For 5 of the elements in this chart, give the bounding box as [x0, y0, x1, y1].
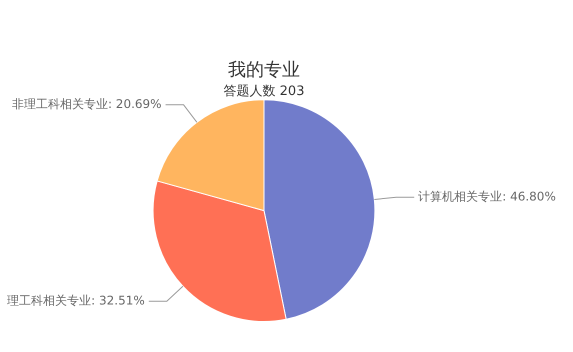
slice-label: 理工科相关专业: 32.51%	[7, 293, 145, 308]
slice-label: 计算机相关专业: 46.80%	[418, 189, 556, 204]
chart-title: 我的专业	[228, 59, 300, 80]
chart-subtitle: 答题人数 203	[224, 84, 304, 99]
slice-label: 非理工科相关专业: 20.69%	[12, 96, 162, 111]
